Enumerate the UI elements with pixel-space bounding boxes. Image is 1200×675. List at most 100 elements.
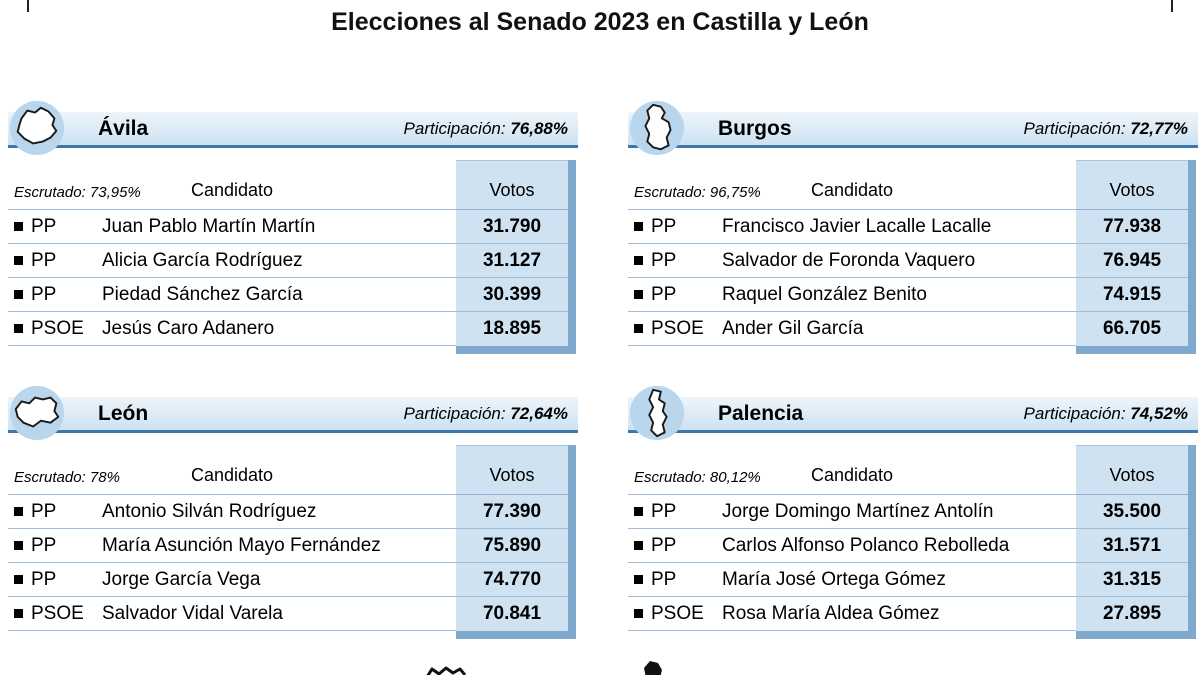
party-marker (14, 541, 23, 550)
candidate-name: Rosa María Aldea Gómez (720, 597, 1076, 631)
scrutinized: Escrutado: 73,95% (14, 184, 141, 201)
party-label: PP (31, 283, 57, 305)
results-table: Escrutado: 73,95% Candidato Votos PP Jua… (8, 160, 578, 354)
votes-value: 77.390 (456, 495, 568, 529)
votes-column-shadow (568, 210, 576, 244)
participation: Participación: 72,64% (404, 404, 568, 424)
table-header-row: Escrutado: 80,12% Candidato Votos (628, 445, 1198, 495)
votes-value: 66.705 (1076, 312, 1188, 346)
participation: Participación: 76,88% (404, 119, 568, 139)
scrutinized-label: Escrutado: (634, 184, 706, 201)
votes-column-shadow (568, 563, 576, 597)
result-row: PSOE Salvador Vidal Varela 70.841 (8, 597, 578, 631)
participation-value: 72,64% (510, 403, 568, 423)
result-row: PP Francisco Javier Lacalle Lacalle 77.9… (628, 210, 1198, 244)
partial-map-icon (426, 666, 467, 675)
table-header-row: Escrutado: 78% Candidato Votos (8, 445, 578, 495)
votes-value: 75.890 (456, 529, 568, 563)
votes-column-shadow (568, 244, 576, 278)
avila-map-icon (8, 99, 66, 157)
participation: Participación: 72,77% (1024, 119, 1188, 139)
votes-column-bottom-shadow (8, 631, 578, 639)
party-label: PP (651, 215, 677, 237)
party-marker (634, 541, 643, 550)
result-row: PSOE Rosa María Aldea Gómez 27.895 (628, 597, 1198, 631)
votes-value: 74.915 (1076, 278, 1188, 312)
votes-column-shadow (1188, 278, 1196, 312)
votes-value: 30.399 (456, 278, 568, 312)
candidate-column-header: Candidato (810, 465, 894, 485)
votes-value: 31.315 (1076, 563, 1188, 597)
result-row: PP Raquel González Benito 74.915 (628, 278, 1198, 312)
table-header-row: Escrutado: 73,95% Candidato Votos (8, 160, 578, 210)
candidate-name: María Asunción Mayo Fernández (100, 529, 456, 563)
votes-column-shadow (1188, 312, 1196, 346)
panel-header: León Participación: 72,64% (8, 385, 578, 441)
votes-value: 31.127 (456, 244, 568, 278)
party-label: PP (651, 249, 677, 271)
party-label: PP (651, 534, 677, 556)
crop-mark (1171, 0, 1173, 12)
votes-value: 18.895 (456, 312, 568, 346)
party-marker (634, 575, 643, 584)
votes-column-shadow (568, 597, 576, 631)
votes-column-bottom-shadow (628, 631, 1198, 639)
party-label: PP (31, 500, 57, 522)
party-label: PSOE (651, 317, 704, 339)
scrutinized: Escrutado: 78% (14, 469, 120, 486)
votes-column-shadow (1188, 495, 1196, 529)
votes-value: 27.895 (1076, 597, 1188, 631)
candidate-name: Jorge García Vega (100, 563, 456, 597)
votes-column-shadow (1188, 244, 1196, 278)
candidate-name: Salvador Vidal Varela (100, 597, 456, 631)
votes-column-header: Votos (1076, 445, 1188, 495)
party-label: PSOE (651, 602, 704, 624)
votes-column-shadow (1188, 160, 1196, 210)
province-name: León (98, 401, 149, 425)
candidate-name: Raquel González Benito (720, 278, 1076, 312)
candidate-column-header: Candidato (190, 180, 274, 200)
result-row: PP Antonio Silván Rodríguez 77.390 (8, 495, 578, 529)
scrutinized-value: 78% (89, 469, 120, 486)
province-panel-avila: Ávila Participación: 76,88% Escrutado: 7… (8, 100, 578, 354)
scrutinized-value: 73,95% (89, 184, 141, 201)
participation-value: 72,77% (1130, 118, 1188, 138)
result-row: PP Jorge Domingo Martínez Antolín 35.500 (628, 495, 1198, 529)
party-marker (634, 324, 643, 333)
participation-value: 74,52% (1130, 403, 1188, 423)
votes-value: 31.571 (1076, 529, 1188, 563)
votes-value: 70.841 (456, 597, 568, 631)
party-marker (634, 609, 643, 618)
party-marker (14, 290, 23, 299)
votes-column-header: Votos (1076, 160, 1188, 210)
result-row: PSOE Jesús Caro Adanero 18.895 (8, 312, 578, 346)
scrutinized-value: 96,75% (709, 184, 761, 201)
party-marker (14, 324, 23, 333)
votes-column-shadow (568, 445, 576, 495)
result-row: PP Alicia García Rodríguez 31.127 (8, 244, 578, 278)
votes-value: 31.790 (456, 210, 568, 244)
party-marker (634, 222, 643, 231)
candidate-name: María José Ortega Gómez (720, 563, 1076, 597)
votes-column-shadow (568, 160, 576, 210)
party-label: PP (31, 215, 57, 237)
scrutinized: Escrutado: 96,75% (634, 184, 761, 201)
votes-column-bottom-shadow (8, 346, 578, 354)
votes-column-shadow (568, 312, 576, 346)
participation: Participación: 74,52% (1024, 404, 1188, 424)
party-label: PP (31, 249, 57, 271)
party-marker (14, 222, 23, 231)
province-panel-palencia: Palencia Participación: 74,52% Escrutado… (628, 385, 1198, 639)
scrutinized-label: Escrutado: (634, 469, 706, 486)
votes-column-shadow (1188, 597, 1196, 631)
result-row: PP Juan Pablo Martín Martín 31.790 (8, 210, 578, 244)
scrutinized-label: Escrutado: (14, 184, 86, 201)
result-row: PP Salvador de Foronda Vaquero 76.945 (628, 244, 1198, 278)
votes-column-shadow (1188, 210, 1196, 244)
party-label: PP (31, 534, 57, 556)
party-marker (14, 507, 23, 516)
palencia-map-icon (628, 384, 686, 442)
party-marker (14, 575, 23, 584)
result-row: PP Piedad Sánchez García 30.399 (8, 278, 578, 312)
crop-mark (27, 0, 29, 12)
